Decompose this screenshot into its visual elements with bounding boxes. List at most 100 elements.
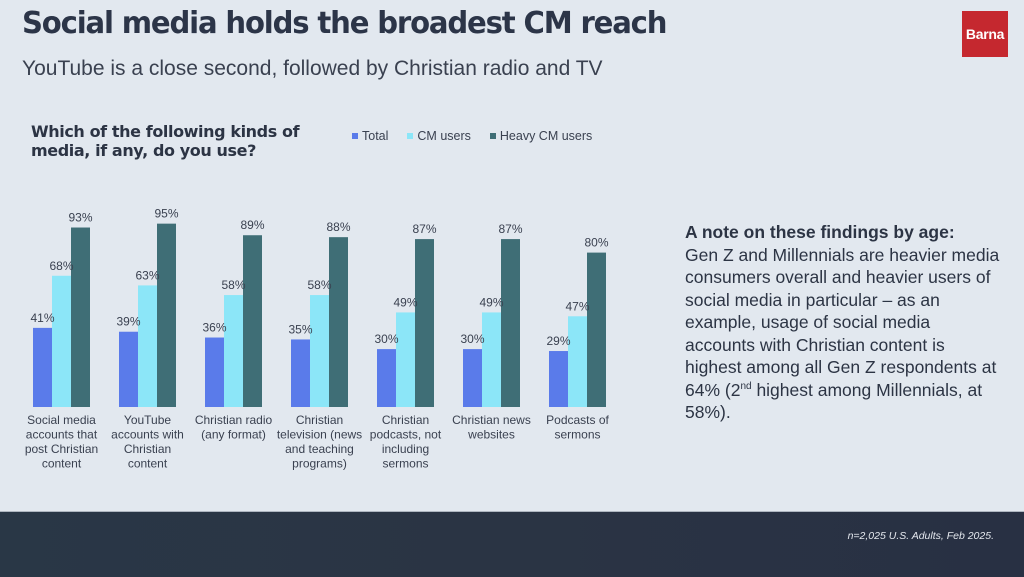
- bar-cm-users: [310, 295, 329, 407]
- bar-total: [377, 349, 396, 407]
- category-label-line: Christian: [382, 413, 429, 427]
- data-label-total: 36%: [202, 321, 226, 335]
- data-label-heavy-cm-users: 93%: [68, 211, 92, 225]
- bar-group: 29% 47% 80% Podcasts of sermons: [546, 236, 609, 442]
- bar-heavy-cm-users: [587, 252, 606, 407]
- legend-swatch-cm-users: [407, 133, 414, 139]
- bar-heavy-cm-users: [329, 237, 348, 407]
- bar-cm-users: [396, 312, 415, 407]
- data-label-heavy-cm-users: 89%: [240, 218, 264, 232]
- bar-total: [205, 337, 224, 407]
- bar-cm-users: [224, 295, 243, 407]
- legend-item-heavy-cm-users: Heavy CM users: [489, 129, 593, 143]
- bar-total: [463, 349, 482, 407]
- category-label-line: accounts with: [111, 428, 184, 442]
- category-label-line: television (news: [277, 428, 362, 442]
- category-label-line: and teaching: [285, 442, 354, 456]
- note-superscript: nd: [740, 380, 752, 392]
- category-label: Podcasts of sermons: [546, 413, 609, 442]
- data-label-cm-users: 63%: [135, 268, 159, 282]
- bar-total: [33, 327, 52, 407]
- data-label-cm-users: 58%: [221, 278, 245, 292]
- bar-total: [119, 331, 138, 407]
- bar-total: [549, 351, 568, 407]
- category-label-line: sermons: [554, 428, 600, 442]
- category-label: Christian podcasts, not including sermons: [370, 413, 442, 471]
- category-label-line: podcasts, not: [370, 428, 442, 442]
- bar-heavy-cm-users: [71, 227, 90, 407]
- bar-group: 39% 63% 95% YouTube accounts with Christian co…: [111, 207, 184, 471]
- category-label-line: Podcasts of: [546, 413, 609, 427]
- slide-title: Social media holds the broadest CM reach: [22, 6, 668, 41]
- category-label: Christian television (news and teaching pro…: [277, 413, 362, 471]
- category-label-line: sermons: [382, 457, 428, 471]
- data-label-heavy-cm-users: 87%: [412, 222, 436, 236]
- barna-logo: Barna: [962, 11, 1008, 57]
- data-label-total: 35%: [288, 322, 312, 336]
- data-label-heavy-cm-users: 80%: [584, 236, 608, 250]
- data-label-heavy-cm-users: 88%: [326, 220, 350, 234]
- chart-title: Which of the following kinds of media, i…: [31, 122, 300, 160]
- data-label-cm-users: 49%: [479, 295, 503, 309]
- category-label-line: including: [382, 442, 429, 456]
- category-label: Christian news websites: [452, 413, 531, 442]
- bar-heavy-cm-users: [501, 239, 520, 407]
- data-label-total: 30%: [374, 332, 398, 346]
- bar-group: 36% 58% 89% Christian radio (any format): [195, 218, 273, 441]
- bar-heavy-cm-users: [157, 223, 176, 407]
- category-label-line: (any format): [201, 428, 266, 442]
- bar-cm-users: [138, 285, 157, 407]
- category-label-line: content: [42, 457, 82, 471]
- category-label-line: Christian: [296, 413, 343, 427]
- category-label: Christian radio (any format): [195, 413, 273, 442]
- bar-group: 35% 58% 88% Christian television (news and te…: [277, 220, 362, 470]
- category-label-line: websites: [467, 428, 515, 442]
- category-label: Social media accounts that post Christian c…: [25, 413, 98, 471]
- bar-cm-users: [568, 316, 587, 407]
- legend-label-heavy-cm-users: Heavy CM users: [499, 129, 593, 143]
- slide-subtitle: YouTube is a close second, followed by C…: [22, 57, 603, 80]
- data-label-total: 30%: [460, 332, 484, 346]
- data-label-heavy-cm-users: 87%: [498, 222, 522, 236]
- bar-group: 30% 49% 87% Christian news websites: [452, 222, 531, 441]
- category-label: YouTube accounts with Christian content: [111, 413, 184, 471]
- bar-group: 41% 68% 93% Social media accounts that post C…: [25, 211, 98, 471]
- category-label-line: programs): [292, 457, 347, 471]
- source-note: n=2,025 U.S. Adults, Feb 2025.: [847, 530, 994, 542]
- footer-bar: n=2,025 U.S. Adults, Feb 2025.: [0, 511, 1024, 577]
- note-heading: A note on these findings by age:: [685, 222, 955, 242]
- note-body-part1: Gen Z and Millennials are heavier media …: [685, 244, 1000, 400]
- legend-swatch-heavy-cm-users: [489, 133, 496, 139]
- data-label-cm-users: 68%: [49, 259, 73, 273]
- data-label-total: 29%: [546, 334, 570, 348]
- category-label-line: Social media: [27, 413, 96, 427]
- legend-label-cm-users: CM users: [417, 129, 471, 143]
- category-label-line: Christian: [124, 442, 171, 456]
- bar-cm-users: [52, 275, 71, 407]
- category-label-line: post Christian: [25, 442, 98, 456]
- data-label-total: 39%: [116, 315, 140, 329]
- data-label-cm-users: 49%: [393, 295, 417, 309]
- legend-swatch-total: [352, 133, 358, 139]
- category-label-line: Christian news: [452, 413, 531, 427]
- category-label-line: accounts that: [26, 428, 98, 442]
- bar-total: [291, 339, 310, 407]
- legend-item-total: Total: [352, 129, 388, 143]
- legend-label-total: Total: [362, 129, 389, 143]
- category-label-line: YouTube: [124, 413, 171, 427]
- bar-chart: 41% 68% 93% Social media accounts that post C…: [25, 207, 610, 471]
- note-body-part2: highest among Millennials, at 58%).: [685, 379, 983, 423]
- data-label-total: 41%: [30, 311, 54, 325]
- bar-group: 30% 49% 87% Christian podcasts, not including…: [370, 222, 442, 470]
- bar-heavy-cm-users: [243, 235, 262, 407]
- category-label-line: Christian radio: [195, 413, 273, 427]
- note-body: Gen Z and Millennials are heavier media …: [685, 244, 1005, 424]
- bar-cm-users: [482, 312, 501, 407]
- findings-note: A note on these findings by age: Gen Z a…: [685, 221, 1005, 424]
- chart-legend: Total CM users Heavy CM users: [352, 129, 611, 143]
- category-label-line: content: [128, 457, 168, 471]
- data-label-heavy-cm-users: 95%: [154, 207, 178, 221]
- legend-item-cm-users: CM users: [407, 129, 471, 143]
- data-label-cm-users: 47%: [565, 299, 589, 313]
- data-label-cm-users: 58%: [307, 278, 331, 292]
